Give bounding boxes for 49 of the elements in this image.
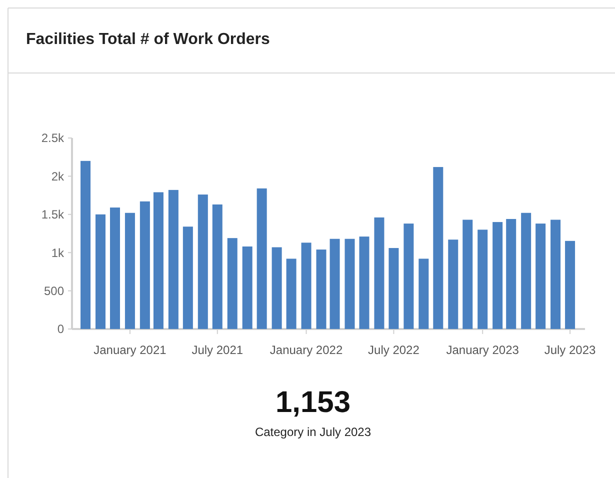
y-tick-label: 500 (44, 284, 64, 298)
bar (110, 208, 120, 329)
bar (272, 247, 282, 329)
bar (330, 238, 340, 329)
bar (462, 220, 473, 329)
bar (550, 220, 561, 329)
y-tick-label: 2.5k (41, 131, 65, 146)
y-tick-label: 2k (51, 169, 65, 184)
bar (359, 236, 370, 329)
x-tick-label: January 2022 (270, 343, 343, 357)
chart-title: Facilities Total # of Work Orders (26, 31, 270, 48)
bar (478, 230, 488, 329)
y-tick-label: 1.5k (41, 208, 65, 222)
bar (96, 214, 106, 329)
bar (242, 246, 252, 329)
bar (316, 250, 326, 329)
bar (374, 217, 384, 329)
bar (344, 238, 355, 329)
bar (301, 242, 312, 329)
bar (536, 224, 546, 329)
bar (388, 248, 399, 329)
bar (168, 190, 178, 329)
text: 1,153 (275, 386, 351, 419)
x-tick-label: January 2021 (94, 343, 167, 357)
bar (140, 201, 150, 329)
bar (227, 238, 238, 329)
bar (124, 212, 135, 329)
bar (256, 188, 267, 329)
x-tick-label: January 2023 (446, 343, 520, 357)
x-tick-label: July 2022 (368, 343, 420, 357)
bar (506, 218, 516, 329)
bar (404, 224, 414, 329)
y-tick-label: 1k (51, 246, 65, 260)
bar (182, 226, 193, 329)
bar (448, 240, 458, 329)
bar (521, 212, 532, 329)
x-tick-label: July 2023 (544, 343, 596, 357)
bar (418, 258, 429, 329)
bar (198, 194, 208, 329)
bar (153, 192, 164, 329)
bar (433, 167, 444, 329)
text: Category in July 2023 (254, 425, 372, 439)
x-tick-label: July 2021 (192, 343, 244, 357)
bar (80, 160, 91, 329)
bar (212, 204, 222, 329)
y-tick-label: 0 (57, 322, 64, 336)
bar (492, 222, 503, 329)
bar (565, 240, 576, 329)
bar (286, 258, 296, 329)
